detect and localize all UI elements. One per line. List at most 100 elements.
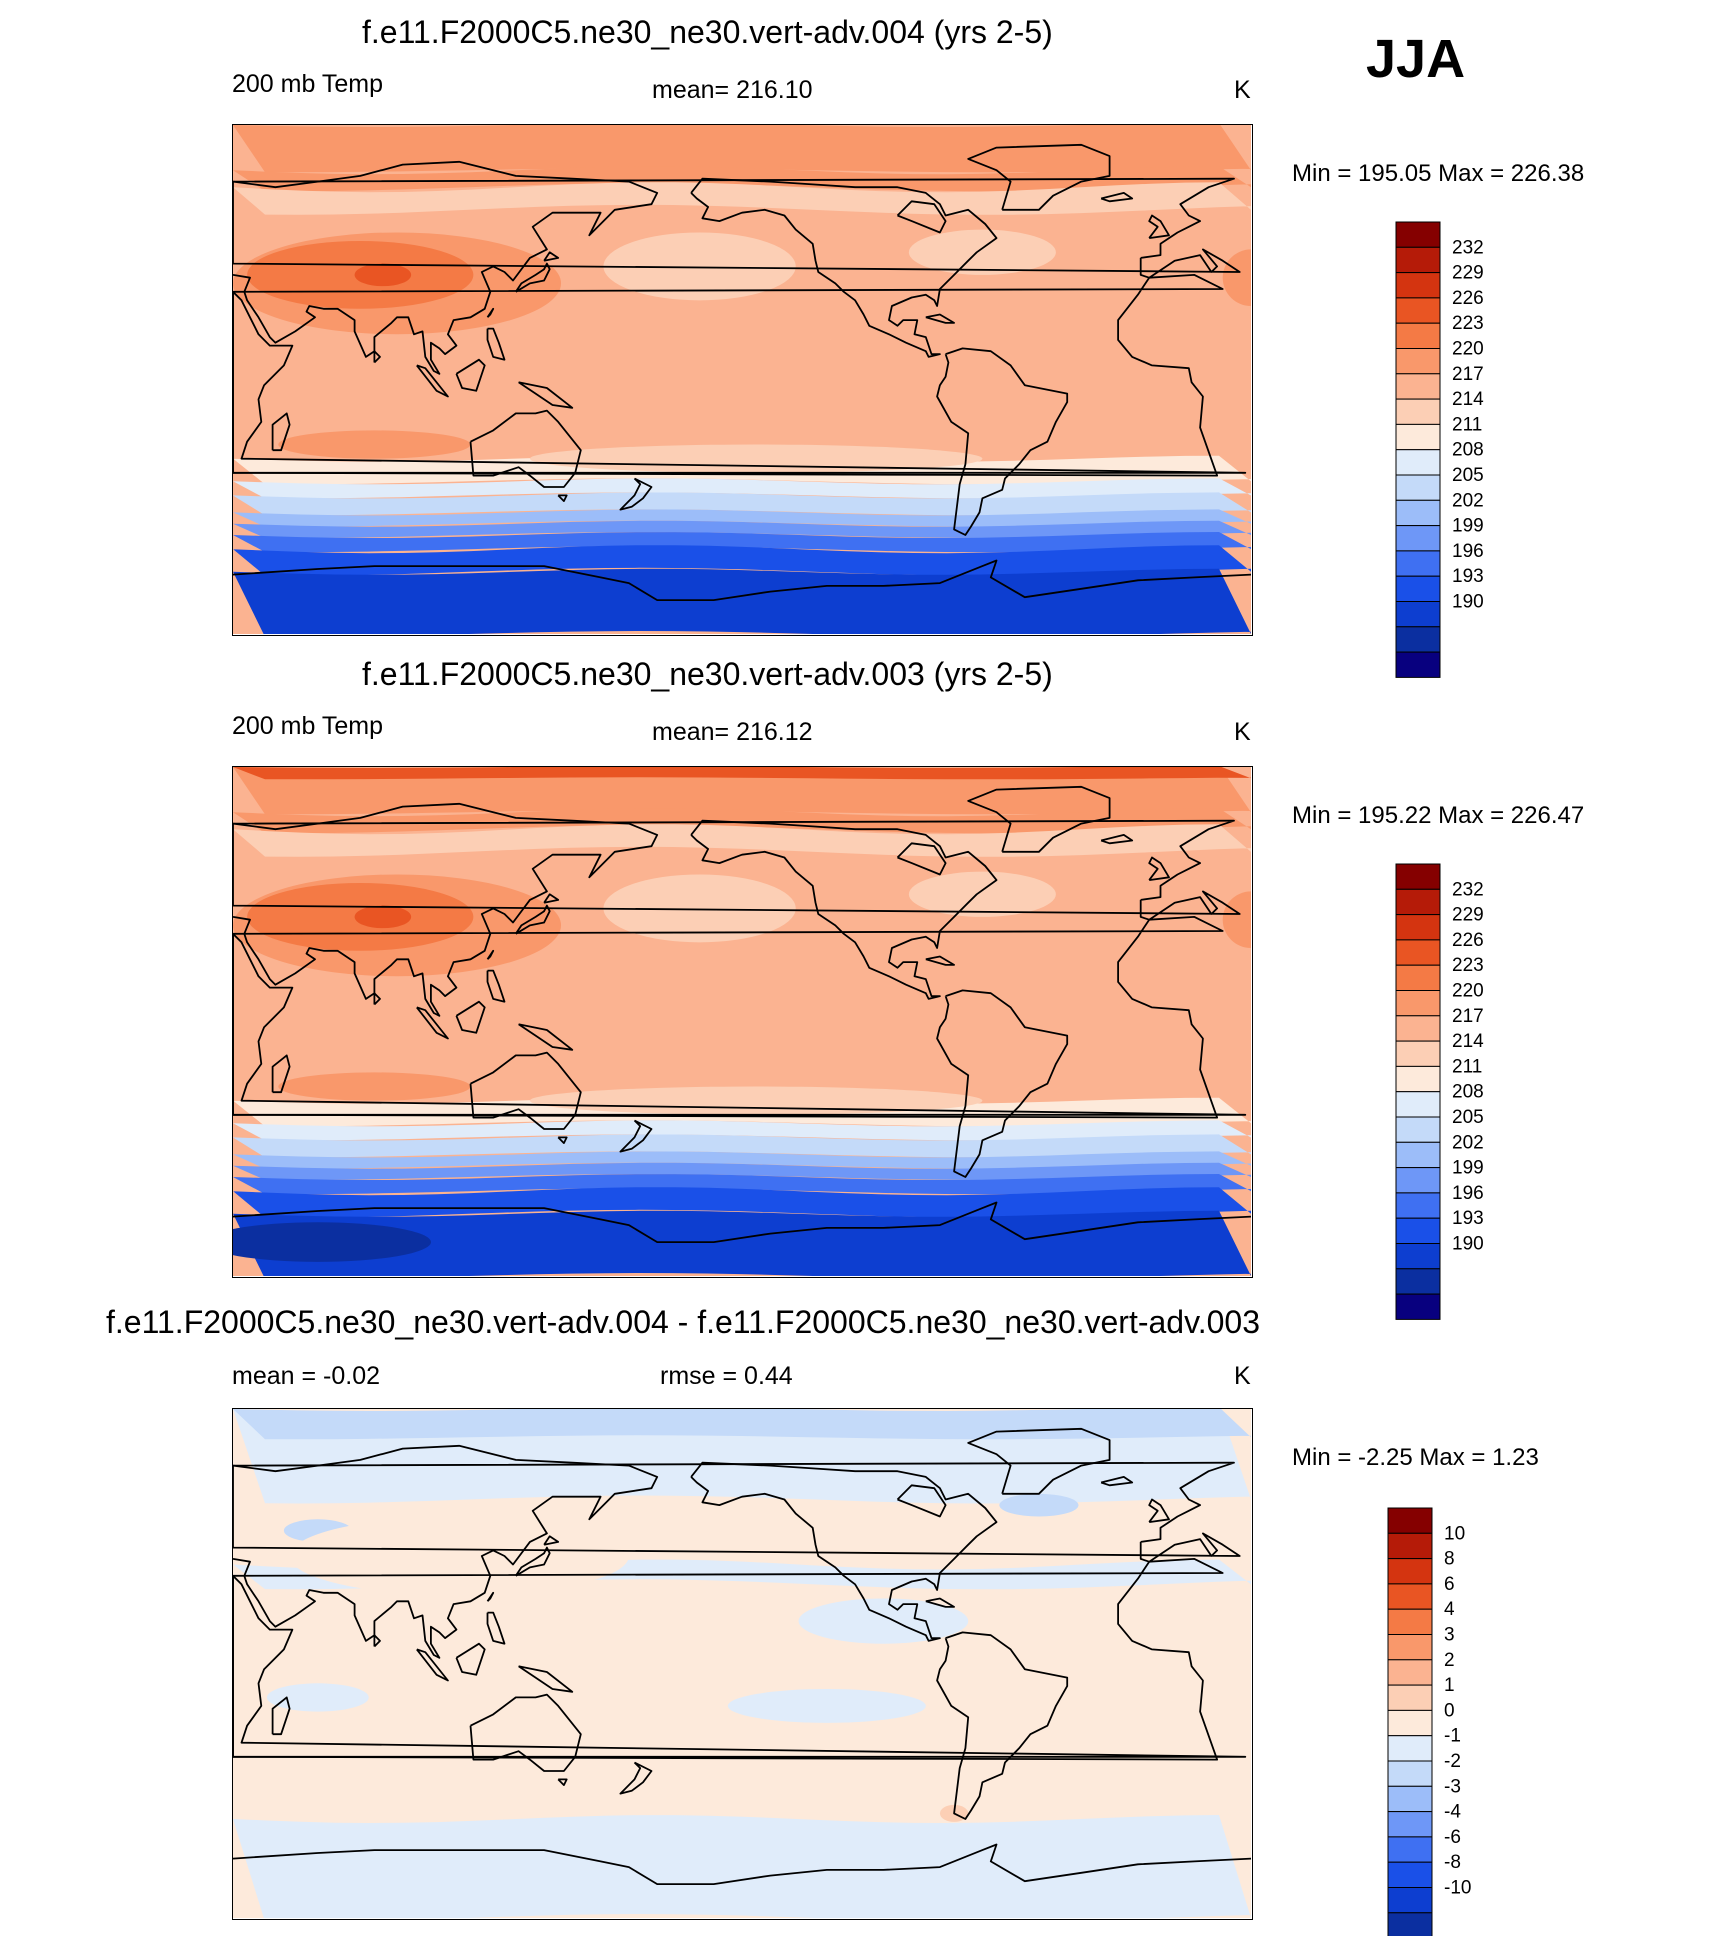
band-sub-2 [233,1120,1251,1141]
coastline-srilanka [373,1634,381,1648]
coastline-hudson [896,1484,947,1518]
coastline-japan [515,262,551,293]
colorbar-2-label-11: -4 [1444,1802,1461,1823]
colorbar-2-box-12 [1387,1811,1433,1838]
colorbar-2-label-13: -8 [1444,1852,1461,1873]
colorbar-2-label-7: 0 [1444,1700,1455,1721]
colorbar-1-label-0: 232 [1452,879,1484,900]
colorbar-2-box-13 [1387,1836,1433,1863]
band-sub-3 [233,492,1251,516]
blob-indian-warm [278,430,471,459]
band-sub-4 [233,509,1251,527]
colorbar-0-box-16 [1395,626,1441,653]
blob-npacific-cool [603,232,796,301]
coastline-hokkaido [543,893,560,904]
coastline-newguinea [518,1023,574,1051]
colorbar-1-label-5: 217 [1452,1006,1484,1027]
coastline-greenland [967,785,1111,853]
colorbar-2-label-8: -1 [1444,1726,1461,1747]
coastline-iceland [1100,192,1134,203]
colorbar-0-label-12: 196 [1452,541,1484,562]
band-arctic-2 [233,166,1251,192]
coastline-africaW [233,273,1224,477]
colorbar-0-label-14: 190 [1452,592,1484,613]
colorbar-1-box-14 [1395,1217,1441,1245]
band-sub-5 [233,520,1251,538]
coastline-borneo [455,1000,486,1034]
colorbar-2-box-5 [1387,1634,1433,1661]
blob-tibet-core [354,263,412,287]
colorbar-1-box-13 [1395,1192,1441,1219]
coastline-tasmania [557,1136,568,1145]
blob-atlantic-warm [1222,891,1251,948]
coastline-newzealand [619,1761,653,1795]
colorbar-2-box-6 [1387,1659,1433,1686]
blob-epacific-neg [798,1598,969,1644]
coastline-australia [469,1051,582,1130]
colorbar-2-box-14 [1387,1861,1433,1889]
colorbar-2-label-14: -10 [1444,1878,1471,1899]
coastline-europeW [233,819,1241,921]
panel-3-colorbar: 10 8 6 4 3 2 1 0 -1 -2 -3 -4 -6 -8 -10 [1387,1507,1538,1936]
colorbar-2-label-9: -2 [1444,1751,1461,1772]
coastline-newzealand [619,1119,653,1153]
coastline-africa [233,1575,1247,1758]
blob-indian-neg [266,1683,369,1712]
coastline-africa [233,933,1247,1116]
coastline-europeW [233,1461,1241,1563]
band-polar-2 [233,1210,1251,1276]
colorbar-2-box-15 [1387,1887,1433,1914]
coastline-newguinea [518,1665,574,1693]
band-polar-2 [233,568,1251,634]
coastline-newzealand [619,477,653,511]
colorbar-1-label-11: 199 [1452,1158,1484,1179]
colorbar-0-label-0: 232 [1452,237,1484,258]
colorbar-2-box-11 [1387,1785,1433,1813]
coastline-hudson [896,200,947,234]
coastline-group-2 [233,1427,1251,1886]
colorbar-2-box-8 [1387,1709,1433,1737]
blob-cold-core [233,1222,431,1262]
coastline-samerica [936,1631,1069,1820]
coastline-antarctica [233,1843,1251,1886]
coastline-iceland [1100,834,1134,845]
panel-1-map [232,124,1253,636]
colorbar-1-box-0 [1395,863,1441,890]
band-pole-warm [233,767,1251,780]
panel-1-minmax: Min = 195.05 Max = 226.38 [1292,160,1585,187]
blob-indian-warm [278,1072,471,1101]
coastline-sumatra [416,364,449,398]
coastline-namerica [690,1461,998,1642]
colorbar-2-label-12: -6 [1444,1827,1461,1848]
colorbar-1-box-6 [1395,1015,1441,1042]
colorbar-0-label-10: 202 [1452,490,1484,511]
colorbar-1-box-4 [1395,964,1441,991]
colorbar-0-label-7: 211 [1452,414,1482,435]
panel-3-rmse: rmse = 0.44 [660,1362,793,1390]
band-sub-6 [233,532,1251,553]
colorbar-1-box-2 [1395,914,1441,941]
coastline-antarctica [233,559,1251,602]
colorbar-0-box-14 [1395,575,1441,603]
colorbar-0-label-5: 217 [1452,364,1484,385]
colorbar-0-box-3 [1395,297,1441,324]
coastline-sumatra [416,1006,449,1040]
coastline-philippines [486,1611,506,1645]
coastline-group-0 [233,143,1251,602]
band-sub-5 [233,1162,1251,1180]
colorbar-0-box-2 [1395,272,1441,299]
colorbar-0-label-3: 223 [1452,313,1484,334]
colorbar-0-label-6: 214 [1452,389,1484,410]
blob-labrador-neg [999,1493,1079,1517]
blob-spacific-cool [529,1086,983,1115]
colorbar-0-box-9 [1395,449,1441,476]
colorbar-0-box-11 [1395,499,1441,527]
blob-asia-pos [289,1516,629,1596]
coastline-sumatra [416,1648,449,1682]
colorbar-1-box-3 [1395,939,1441,966]
colorbar-0-label-9: 205 [1452,465,1484,486]
coastline-taiwan [486,307,495,318]
colorbar-2-box-0 [1387,1507,1433,1534]
colorbar-1-box-9 [1395,1091,1441,1118]
panel-1-title: f.e11.F2000C5.ne30_ne30.vert-adv.004 (yr… [362,14,1053,50]
